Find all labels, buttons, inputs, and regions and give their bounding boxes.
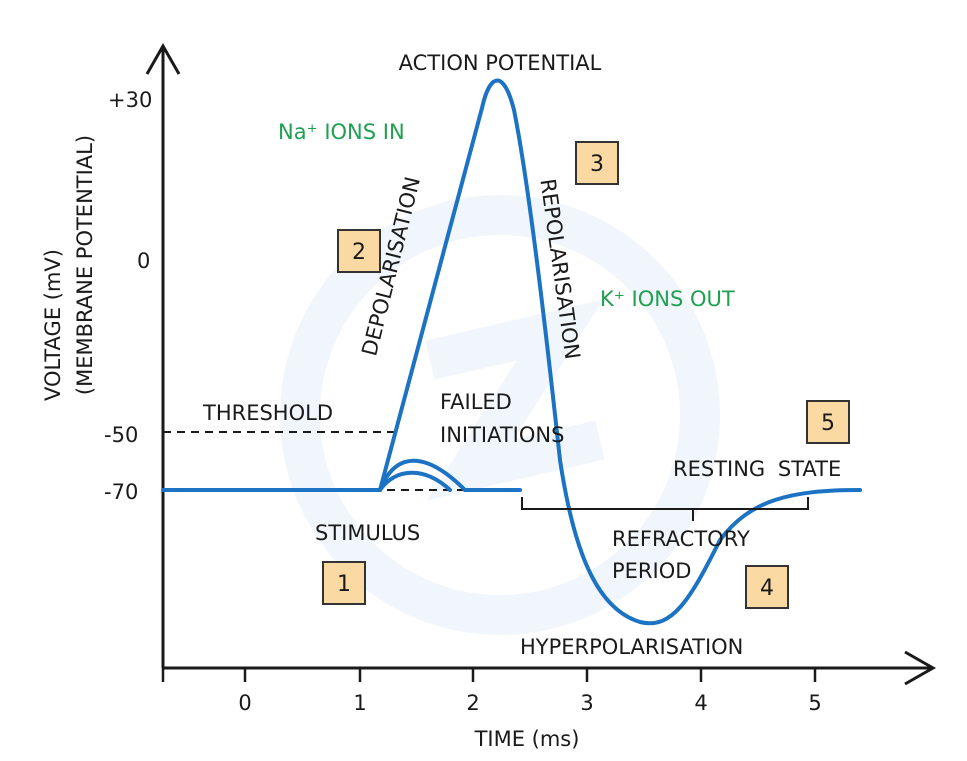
k-ions-label: K⁺ IONS OUT [600,287,735,311]
failed-initiation-curve [378,458,467,492]
threshold-label: THRESHOLD [202,401,333,425]
step-badge: 3 [575,141,619,185]
resting-state-label: RESTING STATE [673,457,841,481]
y-axis-title: VOLTAGE (mV) [41,249,65,401]
svg-text:4: 4 [760,576,774,601]
x-tick-label: 4 [694,691,707,715]
hyperpolarisation-label: HYPERPOLARISATION [520,635,743,659]
svg-text:1: 1 [337,572,351,597]
y-axis-arrow-icon [145,42,181,75]
y-tick-label: +30 [108,88,152,112]
refractory-period-bracket [521,497,809,521]
x-tick-label: 1 [353,691,366,715]
step-badge: 5 [806,400,850,444]
y-axis-subtitle: (MEMBRANE POTENTIAL) [73,135,97,395]
stimulus-label: STIMULUS [315,521,420,545]
refractory-period-label: REFRACTORY [612,527,750,551]
step-badge: 1 [322,561,366,605]
svg-text:5: 5 [821,411,835,436]
y-axis [145,42,181,668]
svg-text:2: 2 [352,240,366,265]
x-tick-marks [161,668,817,682]
x-tick-label: 5 [808,691,821,715]
x-axis-title: TIME (ms) [474,727,580,751]
failed-initiation-curve [378,470,452,492]
y-tick-label: -50 [104,423,138,447]
x-tick-label: 3 [580,691,593,715]
membrane-potential-curve [161,78,862,626]
na-ions-label: Na⁺ IONS IN [278,120,405,144]
failed-initiations-label: FAILED [440,390,512,414]
step-badge: 4 [745,565,789,609]
refractory-period-label: PERIOD [612,559,691,583]
diagram-title: ACTION POTENTIAL [399,51,602,75]
failed-initiations-label: INITIATIONS [440,423,564,447]
x-axis [163,650,937,686]
svg-text:3: 3 [590,152,604,177]
x-tick-label: 0 [238,691,251,715]
x-axis-arrow-icon [904,650,937,686]
watermark-logo [280,195,720,635]
step-badge: 2 [337,229,381,273]
y-tick-label: 0 [137,249,150,273]
y-tick-label: -70 [104,480,138,504]
x-tick-label: 2 [466,691,479,715]
